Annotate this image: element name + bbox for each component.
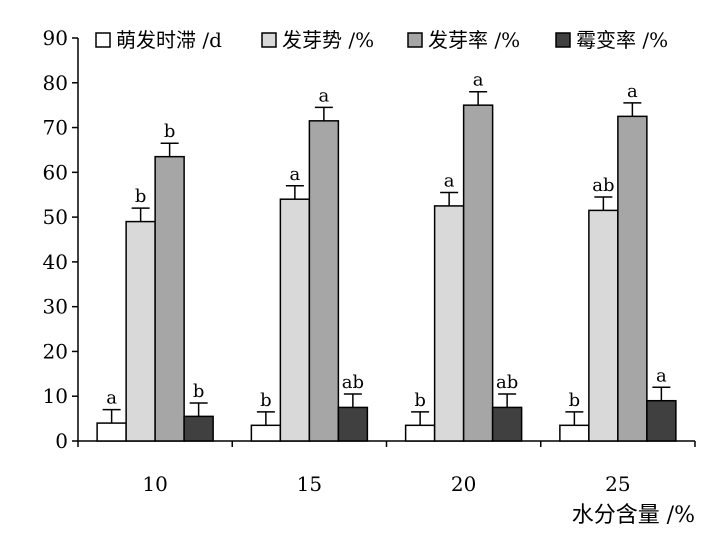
legend-swatch [95, 32, 111, 48]
data-label: b [569, 390, 581, 411]
data-label: a [444, 170, 455, 191]
legend-label: 发芽率 /% [428, 28, 520, 52]
bar [279, 198, 311, 442]
data-label: b [135, 186, 147, 207]
y-tick-label: 50 [43, 205, 68, 229]
bar [646, 399, 677, 442]
x-axis-label: 水分含量 /% [572, 503, 695, 528]
y-tick-label: 10 [43, 384, 68, 408]
legend-label: 发芽势 /% [282, 28, 374, 52]
bar [617, 115, 648, 442]
bar [125, 220, 156, 442]
data-label: a [319, 85, 330, 106]
y-tick-label: 0 [55, 429, 68, 453]
data-label: b [414, 390, 426, 411]
x-tick-label: 15 [297, 472, 322, 496]
data-label: a [656, 365, 667, 386]
y-tick-label: 30 [43, 295, 68, 319]
y-tick-label: 90 [43, 26, 68, 50]
y-tick-label: 70 [43, 116, 68, 140]
legend-label: 萌发时滞 /d [116, 28, 222, 52]
axes: 0 10 20 30 40 50 60 70 80 90 10 15 20 25 [43, 26, 696, 496]
bar [308, 120, 340, 442]
y-tick-label: 80 [43, 71, 68, 95]
bar [250, 424, 282, 442]
y-tick-label: 60 [43, 160, 68, 184]
legend-swatch [261, 32, 277, 48]
data-label: ab [496, 372, 518, 393]
data-label: b [193, 381, 205, 402]
bar [433, 205, 465, 442]
bars [96, 90, 677, 442]
bar [337, 406, 369, 442]
y-tick-label: 40 [43, 250, 68, 274]
x-tick-label: 20 [451, 472, 476, 496]
data-label: a [106, 388, 117, 409]
bar [154, 155, 185, 442]
bar [183, 415, 214, 442]
bar [491, 406, 523, 442]
bar [462, 104, 494, 442]
data-label: a [627, 81, 638, 102]
data-label: b [164, 121, 176, 142]
data-label: a [473, 70, 484, 91]
data-label: ab [592, 175, 614, 196]
data-label: a [290, 164, 301, 185]
x-tick-label: 10 [142, 472, 167, 496]
bar [96, 422, 127, 442]
data-label: ab [342, 372, 364, 393]
data-label: b [260, 390, 272, 411]
legend: 萌发时滞 /d 发芽势 /% 发芽率 /% 霉变率 /% [95, 28, 668, 52]
legend-swatch [407, 32, 423, 48]
bar [559, 424, 590, 442]
bar [404, 424, 436, 442]
bar [588, 209, 619, 442]
y-tick-label: 20 [43, 339, 68, 363]
legend-label: 霉变率 /% [576, 28, 668, 52]
legend-swatch [555, 32, 571, 48]
x-tick-label: 25 [605, 472, 630, 496]
